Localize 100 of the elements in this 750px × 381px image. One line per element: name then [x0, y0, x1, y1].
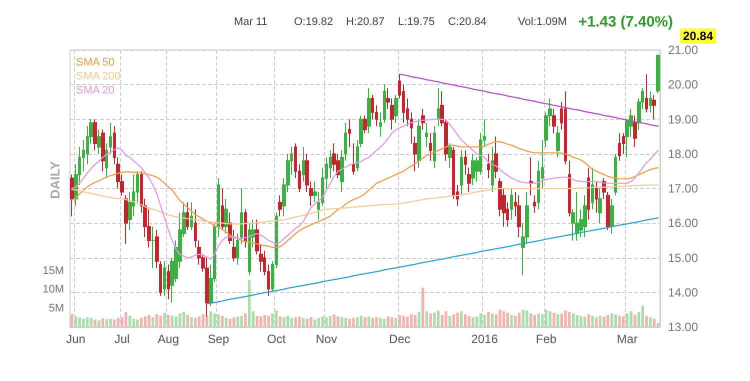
bar [155, 314, 158, 327]
bar [144, 316, 147, 327]
x-tick-label: Sep [208, 332, 230, 346]
bar [390, 317, 394, 327]
bar [444, 311, 448, 327]
y-tick-label: 13.00 [668, 320, 698, 334]
bar [213, 314, 216, 327]
candlestick [97, 129, 101, 154]
bar [152, 317, 154, 327]
bar [418, 312, 420, 327]
text: +1.43 (7.40%) [578, 14, 673, 30]
candlestick [587, 167, 590, 220]
bar [314, 320, 316, 327]
candlestick [510, 188, 513, 220]
bar [224, 318, 228, 327]
text: SMA 20 [76, 84, 115, 96]
bar [94, 320, 96, 327]
y2-tick-label: 15M [42, 264, 64, 277]
candlestick [109, 122, 112, 154]
bar [394, 318, 398, 327]
candlestick [101, 129, 105, 172]
bar [317, 318, 320, 327]
bar [375, 317, 378, 327]
bar [587, 314, 590, 327]
bar [537, 314, 540, 327]
x-tick-label: Mar [616, 332, 638, 346]
bar [294, 317, 297, 327]
candlestick [529, 156, 533, 196]
bar [90, 318, 93, 327]
x-tick-label: Dec [389, 332, 410, 346]
text: SMA 200 [76, 70, 121, 82]
bar [220, 316, 224, 327]
line-series [399, 74, 659, 127]
candlestick [591, 167, 594, 210]
bar [263, 315, 266, 327]
candlestick [186, 202, 189, 231]
bar [364, 317, 366, 327]
bar [544, 310, 548, 327]
candlestick [649, 91, 652, 113]
bar [228, 318, 232, 327]
bar [464, 314, 467, 327]
text: Vol:1.09M [518, 16, 567, 28]
candlestick [425, 122, 428, 148]
candlestick [487, 153, 490, 179]
text: DAILY [48, 160, 62, 199]
bar [267, 316, 270, 327]
candlestick [568, 160, 571, 217]
bar [402, 316, 405, 327]
bar [452, 314, 456, 327]
candlestick [610, 198, 614, 234]
bar [440, 315, 444, 327]
bar [248, 280, 251, 327]
bar [472, 317, 474, 327]
text: O:19.82 [294, 16, 334, 28]
candlestick [383, 84, 386, 124]
candlestick [448, 142, 452, 168]
bar [360, 316, 362, 327]
bar [352, 318, 355, 327]
candlestick [302, 146, 305, 182]
bar [194, 318, 197, 327]
candlestick [221, 188, 224, 231]
bar [302, 318, 305, 327]
candlestick [564, 91, 567, 165]
bar [580, 316, 582, 327]
bar [510, 315, 513, 327]
bar [78, 318, 81, 327]
bar [421, 288, 424, 327]
text: Mar 11 [234, 16, 268, 28]
bar [425, 311, 428, 327]
candlestick [494, 136, 498, 179]
x-tick-label: Nov [316, 332, 338, 346]
candlestick [460, 150, 463, 196]
bar [190, 317, 193, 327]
text: H:20.87 [346, 16, 385, 28]
bar [148, 315, 150, 327]
bar [487, 312, 490, 327]
bar [101, 318, 104, 327]
bar [132, 318, 135, 327]
bar [182, 312, 186, 327]
bar [112, 320, 116, 327]
bar [202, 314, 204, 327]
candlestick [105, 142, 108, 179]
candlestick [552, 108, 556, 134]
candlestick [163, 260, 166, 296]
bar [98, 320, 100, 327]
bar [236, 316, 240, 327]
bar [70, 314, 74, 327]
bar [325, 317, 328, 327]
bar [602, 316, 606, 327]
bar [630, 311, 632, 327]
candlestick [124, 194, 128, 244]
candlestick [575, 191, 579, 241]
y-tick-label: 20.00 [668, 78, 698, 92]
x-tick-label: Jul [114, 332, 130, 346]
x-tick-label: Oct [266, 332, 286, 346]
bar [626, 314, 629, 327]
bar [560, 314, 564, 327]
y2-tick-label: 5M [48, 302, 64, 314]
bar [606, 315, 610, 327]
candlestick [151, 226, 155, 269]
